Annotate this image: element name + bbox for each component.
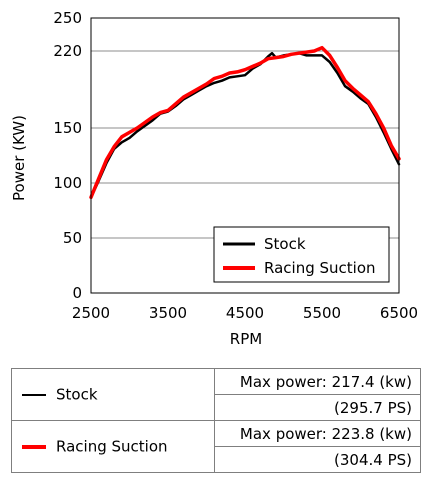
y-tick-label: 50	[63, 229, 82, 247]
series-cell-stock: Stock	[11, 368, 215, 421]
max-power-value: Max power: 223.8 (kw)	[214, 420, 421, 447]
ps-value: (304.4 PS)	[214, 446, 421, 473]
legend-box	[213, 226, 390, 283]
racing-suction-line-swatch	[22, 444, 46, 449]
x-tick-label: 2500	[72, 304, 110, 322]
series-cell-racing-suction: Racing Suction	[11, 420, 215, 473]
x-tick-label: 3500	[149, 304, 187, 322]
series-line-racing-suction	[89, 45, 401, 200]
x-axis-label: RPM	[230, 330, 262, 348]
table-row-racing-suction: Racing Suction Max power: 223.8 (kw)	[11, 420, 421, 473]
y-tick-label: 150	[53, 119, 82, 137]
stock-line-swatch	[22, 393, 46, 396]
table-row-stock-ps: (295.7 PS)	[12, 394, 421, 421]
power-chart: 0 50 100 150 220 250 2500 3500 4500 5500 6500 Pow…	[10, 9, 418, 348]
y-tick-label: 100	[53, 174, 82, 192]
y-tick-label: 0	[72, 284, 82, 302]
series-name: Stock	[56, 385, 98, 404]
series-name: Racing Suction	[56, 437, 168, 456]
max-power-table: Stock Max power: 217.4 (kw) (295.7 PS) R…	[11, 368, 421, 473]
legend: Stock Racing Suction	[213, 226, 390, 283]
y-tick-labels: 0 50 100 150 220 250	[53, 9, 82, 302]
x-tick-label: 6500	[380, 304, 418, 322]
y-tick-label: 250	[53, 9, 82, 27]
series-line-stock	[89, 51, 401, 199]
x-tick-label: 4500	[226, 304, 264, 322]
series-lines	[89, 45, 401, 200]
x-tick-labels: 2500 3500 4500 5500 6500	[72, 304, 418, 322]
max-power-value: Max power: 217.4 (kw)	[214, 368, 421, 395]
legend-label-racing-suction: Racing Suction	[264, 259, 376, 277]
x-tick-label: 5500	[303, 304, 341, 322]
legend-label-stock: Stock	[264, 235, 306, 253]
table-row-stock: Stock Max power: 217.4 (kw)	[11, 368, 421, 421]
table-row-racing-suction-ps: (304.4 PS)	[12, 446, 421, 473]
y-axis-label: Power (KW)	[10, 115, 28, 201]
y-tick-label: 220	[53, 42, 82, 60]
ps-value: (295.7 PS)	[214, 394, 421, 421]
plot-frame	[90, 17, 400, 294]
